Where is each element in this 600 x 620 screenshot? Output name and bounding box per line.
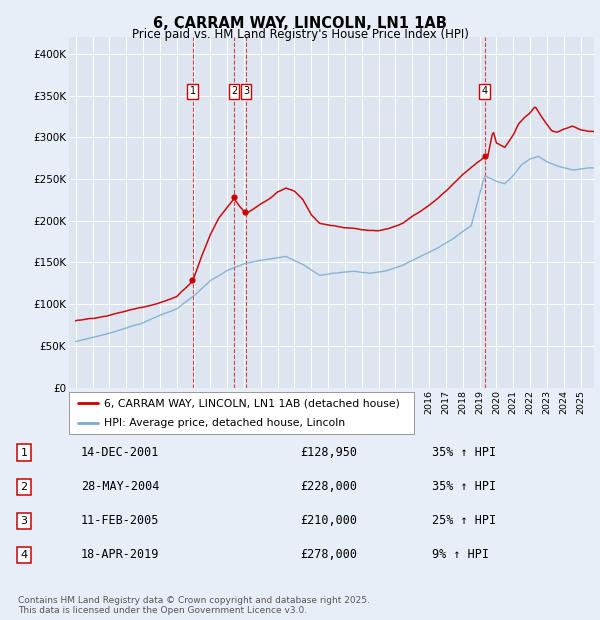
Text: 14-DEC-2001: 14-DEC-2001 [81,446,160,459]
Text: 35% ↑ HPI: 35% ↑ HPI [432,446,496,459]
Text: 1: 1 [20,448,28,458]
Text: £228,000: £228,000 [300,480,357,493]
Text: Price paid vs. HM Land Registry's House Price Index (HPI): Price paid vs. HM Land Registry's House … [131,28,469,41]
Text: 2: 2 [231,86,237,97]
Text: 6, CARRAM WAY, LINCOLN, LN1 1AB (detached house): 6, CARRAM WAY, LINCOLN, LN1 1AB (detache… [104,398,400,408]
Text: £278,000: £278,000 [300,549,357,561]
Text: 35% ↑ HPI: 35% ↑ HPI [432,480,496,493]
Text: 6, CARRAM WAY, LINCOLN, LN1 1AB: 6, CARRAM WAY, LINCOLN, LN1 1AB [153,16,447,31]
Text: 4: 4 [20,550,28,560]
Text: 4: 4 [482,86,488,97]
Text: 1: 1 [190,86,196,97]
Text: 3: 3 [243,86,249,97]
Text: HPI: Average price, detached house, Lincoln: HPI: Average price, detached house, Linc… [104,418,344,428]
Text: Contains HM Land Registry data © Crown copyright and database right 2025.
This d: Contains HM Land Registry data © Crown c… [18,596,370,615]
Text: 9% ↑ HPI: 9% ↑ HPI [432,549,489,561]
Text: 28-MAY-2004: 28-MAY-2004 [81,480,160,493]
Text: 11-FEB-2005: 11-FEB-2005 [81,515,160,527]
Text: 3: 3 [20,516,28,526]
Text: £210,000: £210,000 [300,515,357,527]
Text: 25% ↑ HPI: 25% ↑ HPI [432,515,496,527]
Text: 18-APR-2019: 18-APR-2019 [81,549,160,561]
Text: 2: 2 [20,482,28,492]
Text: £128,950: £128,950 [300,446,357,459]
